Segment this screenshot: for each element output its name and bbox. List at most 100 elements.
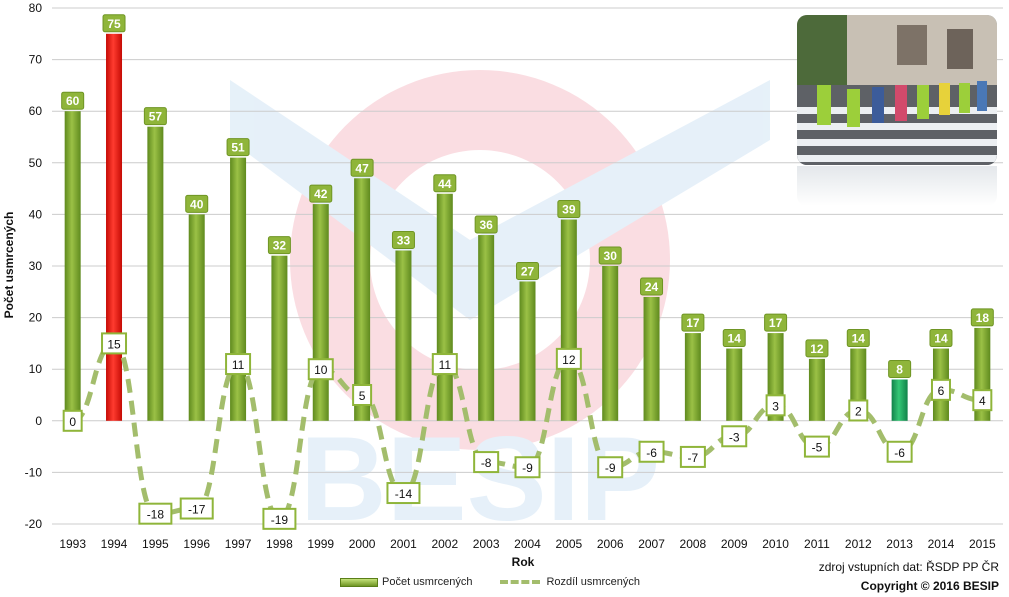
photo-reflection <box>797 166 997 206</box>
x-tick-label: 2010 <box>762 537 789 551</box>
difference-label-box <box>555 347 582 370</box>
difference-value-label: 11 <box>232 358 245 372</box>
bar-label-box <box>185 194 209 213</box>
x-tick-label: 2001 <box>390 537 417 551</box>
bar-value-label: 12 <box>810 342 824 356</box>
bar-label-box <box>267 236 291 255</box>
difference-label-box <box>972 389 993 412</box>
x-tick-label: 1993 <box>59 537 86 551</box>
difference-value-label: -17 <box>188 503 206 517</box>
bar-label-box <box>722 329 746 348</box>
bar-value-label: 14 <box>934 332 948 346</box>
difference-label-box <box>930 378 951 401</box>
difference-value-label: 6 <box>938 384 945 398</box>
x-tick-label: 1999 <box>307 537 334 551</box>
bar-label-box <box>598 246 622 265</box>
bar-value-label: 27 <box>521 264 535 278</box>
x-tick-label: 2013 <box>886 537 913 551</box>
x-tick-label: 2006 <box>597 537 624 551</box>
bar-label-box <box>350 158 374 177</box>
x-tick-label: 2007 <box>638 537 665 551</box>
difference-label-box <box>262 507 297 530</box>
difference-label-box <box>62 409 83 432</box>
x-tick-label: 2014 <box>928 537 955 551</box>
x-tick-label: 2015 <box>969 537 996 551</box>
y-tick-label: 50 <box>29 156 43 170</box>
bar-value-label: 24 <box>645 280 659 294</box>
difference-label-box <box>307 358 334 381</box>
difference-value-label: -8 <box>481 456 492 470</box>
bar <box>312 204 329 421</box>
difference-label-box <box>352 384 373 406</box>
difference-label-box <box>386 482 421 505</box>
difference-label-box <box>101 332 128 355</box>
bar-value-label: 39 <box>562 203 576 217</box>
difference-label-box <box>848 399 869 422</box>
source-note: zdroj vstupních dat: ŘSDP PP ČR <box>818 560 999 574</box>
difference-label-box <box>431 353 458 376</box>
y-tick-label: 80 <box>29 1 43 15</box>
bar <box>891 379 908 421</box>
bar <box>602 266 619 421</box>
bar-label-box <box>433 174 457 193</box>
bar-value-label: 42 <box>314 187 328 201</box>
difference-value-label: 5 <box>359 389 366 403</box>
difference-label-box <box>638 440 665 463</box>
bar <box>106 33 123 421</box>
difference-value-label: -18 <box>147 508 165 522</box>
bar-label-box <box>888 360 912 379</box>
y-axis-label: Počet usmrcených <box>2 212 16 319</box>
bar <box>147 126 164 421</box>
x-tick-label: 2009 <box>721 537 748 551</box>
y-tick-label: 30 <box>29 259 43 273</box>
x-axis-label: Rok <box>512 555 535 569</box>
bar-value-label: 75 <box>107 17 121 31</box>
x-tick-label: 2003 <box>473 537 500 551</box>
bar-label-box <box>309 184 333 203</box>
bar-value-label: 17 <box>686 316 700 330</box>
bar-value-label: 17 <box>769 316 783 330</box>
y-tick-label: 40 <box>29 207 43 221</box>
difference-value-label: -5 <box>812 441 823 455</box>
bar-value-label: 40 <box>190 197 204 211</box>
difference-value-label: 3 <box>772 399 779 413</box>
bar <box>230 157 247 421</box>
bar-label-box <box>474 215 498 234</box>
bar-value-label: 14 <box>728 332 742 346</box>
difference-value-label: -3 <box>729 430 740 444</box>
difference-label-box <box>138 502 173 525</box>
difference-value-label: -14 <box>395 487 413 501</box>
bar-label-box <box>805 339 829 358</box>
bar-value-label: 30 <box>604 249 618 263</box>
bar-value-label: 47 <box>355 161 369 175</box>
x-tick-label: 2004 <box>514 537 541 551</box>
difference-label-box <box>597 456 624 479</box>
bar <box>519 281 536 421</box>
bar-label-box <box>764 313 788 332</box>
bar-value-label: 57 <box>149 110 163 124</box>
x-tick-label: 2000 <box>349 537 376 551</box>
bar-label-box <box>970 308 994 327</box>
x-axis-ticks: 1993 1994 1995 1996 1997 1998 1999 2000 2001 2002… <box>59 537 996 551</box>
bar-label-box <box>226 138 250 157</box>
y-tick-label: 70 <box>29 53 43 67</box>
bar <box>64 111 81 421</box>
difference-value-label: 2 <box>855 404 862 418</box>
difference-label-box <box>886 440 913 463</box>
besip-watermark: BESIP <box>230 70 770 546</box>
y-axis-ticks: -20 -10 0 10 20 30 40 50 60 70 80 <box>25 1 43 531</box>
bar-value-label: 36 <box>479 218 493 232</box>
bar <box>436 193 453 421</box>
legend-line-swatch <box>500 580 541 584</box>
bar-value-label: 44 <box>438 177 452 191</box>
difference-value-label: 15 <box>107 337 121 351</box>
bar <box>560 219 577 421</box>
legend-bar-label: Počet usmrcených <box>382 576 473 588</box>
difference-value-label: 10 <box>314 363 328 377</box>
bar <box>354 178 371 421</box>
x-tick-label: 2012 <box>845 537 872 551</box>
bar <box>271 255 288 421</box>
bar-label-box <box>61 91 85 110</box>
legend-bar-swatch <box>340 577 378 587</box>
